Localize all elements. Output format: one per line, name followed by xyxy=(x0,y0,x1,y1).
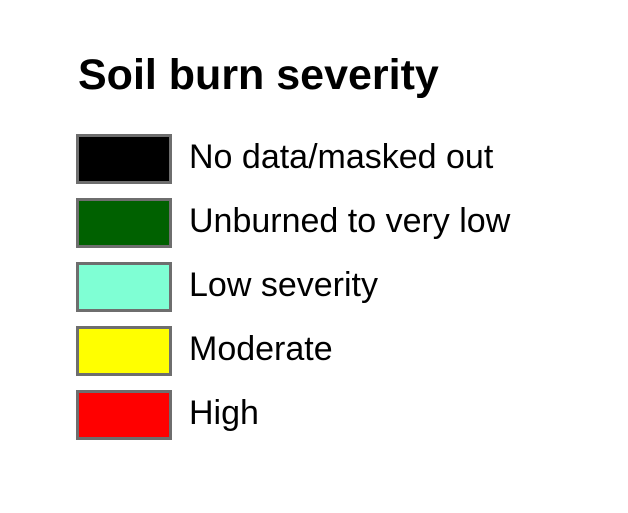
color-swatch xyxy=(76,262,172,312)
legend-item-no-data: No data/masked out xyxy=(76,134,596,184)
color-swatch xyxy=(76,134,172,184)
color-swatch xyxy=(76,390,172,440)
color-swatch xyxy=(76,198,172,248)
legend-label: Moderate xyxy=(189,330,333,368)
legend-label: High xyxy=(189,394,259,432)
legend-item-moderate: Moderate xyxy=(76,326,596,376)
legend-label: Unburned to very low xyxy=(189,202,511,240)
color-swatch xyxy=(76,326,172,376)
legend-item-high: High xyxy=(76,390,596,440)
legend-item-unburned: Unburned to very low xyxy=(76,198,596,248)
legend-title: Soil burn severity xyxy=(78,51,439,99)
legend-label: No data/masked out xyxy=(189,138,494,176)
legend-item-low: Low severity xyxy=(76,262,596,312)
legend-label: Low severity xyxy=(189,266,378,304)
